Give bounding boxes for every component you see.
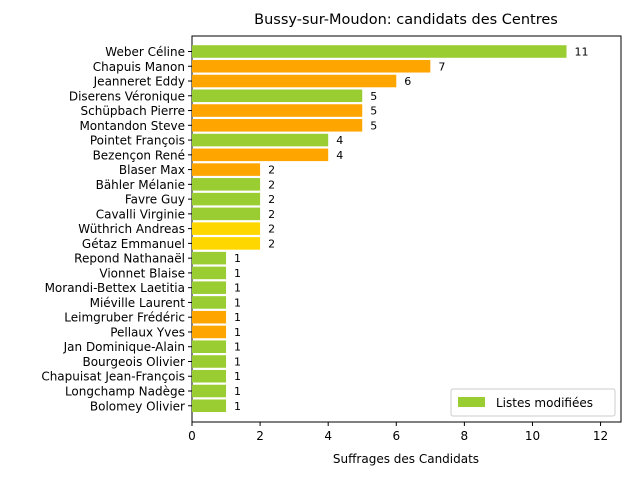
data-label: 2	[268, 208, 275, 221]
x-tick-label: 4	[324, 429, 332, 443]
data-label: 2	[268, 164, 275, 177]
data-label: 1	[234, 341, 241, 354]
data-label: 1	[234, 385, 241, 398]
bar	[192, 369, 227, 383]
y-tick-label: Morandi-Bettex Laetitia	[45, 281, 185, 295]
data-label: 1	[234, 355, 241, 368]
y-tick-label: Favre Guy	[125, 193, 185, 207]
bar	[192, 251, 227, 265]
data-label: 2	[268, 223, 275, 236]
bar	[192, 192, 261, 206]
bar	[192, 384, 227, 398]
bar	[192, 89, 363, 103]
y-tick-label: Jan Dominique-Alain	[63, 340, 185, 354]
y-tick-label: Longchamp Nadège	[65, 385, 185, 399]
data-label: 4	[336, 134, 343, 147]
chart-title: Bussy-sur-Moudon: candidats des Centres	[254, 12, 558, 28]
y-tick-label: Chapuis Manon	[93, 60, 185, 74]
legend: Listes modifiées	[450, 388, 616, 417]
y-tick-label: Schüpbach Pierre	[81, 104, 186, 118]
x-tick-label: 6	[392, 429, 400, 443]
x-tick-label: 10	[525, 429, 540, 443]
y-tick-label: Gétaz Emmanuel	[82, 237, 185, 251]
bar	[192, 340, 227, 353]
data-label: 4	[336, 149, 343, 162]
data-label: 7	[438, 60, 445, 73]
legend-label: Listes modifiées	[496, 396, 593, 410]
bar	[192, 310, 227, 324]
bar	[192, 325, 227, 339]
y-tick-label: Cavalli Virginie	[96, 207, 185, 221]
bar	[192, 207, 261, 221]
legend-box	[450, 388, 616, 417]
y-tick-label: Leimgruber Frédéric	[64, 311, 185, 325]
y-tick-label: Bolomey Olivier	[90, 399, 185, 413]
data-label: 11	[575, 45, 589, 58]
bar	[192, 163, 261, 176]
data-label: 2	[268, 193, 275, 206]
x-axis-label: Suffrages des Candidats	[333, 452, 479, 466]
bar	[192, 74, 397, 88]
y-tick-label: Montandon Steve	[79, 119, 185, 133]
data-label: 1	[234, 370, 241, 383]
y-tick-label: Pellaux Yves	[110, 325, 185, 339]
legend-swatch	[458, 397, 485, 407]
data-label: 1	[234, 282, 241, 295]
bar	[192, 266, 227, 280]
x-axis: 0 2 4 6 8 10 12	[188, 422, 608, 443]
x-tick-label: 12	[593, 429, 608, 443]
y-tick-label: Bähler Mélanie	[96, 178, 185, 192]
bar	[192, 178, 261, 191]
data-label: 5	[370, 105, 377, 118]
data-label: 2	[268, 237, 275, 250]
y-tick-label: Pointet François	[90, 134, 185, 148]
data-label: 1	[234, 400, 241, 413]
bar	[192, 59, 431, 73]
bar	[192, 45, 567, 58]
y-tick-label: Blaser Max	[119, 163, 185, 177]
x-tick-label: 2	[256, 429, 264, 443]
bar	[192, 133, 329, 147]
data-label: 1	[234, 296, 241, 309]
y-tick-label: Vionnet Blaise	[99, 266, 185, 280]
data-label: 5	[370, 119, 377, 132]
bars	[192, 45, 567, 413]
data-label: 1	[234, 267, 241, 280]
data-label: 1	[234, 311, 241, 324]
y-tick-label: Weber Céline	[105, 45, 185, 59]
y-tick-label: Bourgeois Olivier	[82, 355, 185, 369]
bar	[192, 119, 363, 132]
bar	[192, 148, 329, 162]
bar	[192, 222, 261, 235]
x-tick-label: 0	[188, 429, 196, 443]
data-label: 5	[370, 90, 377, 103]
data-label: 1	[234, 326, 241, 339]
y-tick-label: Bezençon René	[93, 148, 185, 162]
data-label: 2	[268, 178, 275, 191]
bar	[192, 104, 363, 117]
data-label: 6	[404, 75, 411, 88]
x-tick-label: 8	[461, 429, 469, 443]
y-tick-label: Wüthrich Andreas	[78, 222, 185, 236]
y-tick-label: Diserens Véronique	[69, 89, 185, 103]
y-tick-label: Repond Nathanaël	[74, 252, 185, 266]
bar	[192, 399, 227, 413]
bar	[192, 355, 227, 368]
bar	[192, 237, 261, 250]
y-tick-label: Chapuisat Jean-François	[41, 370, 185, 384]
bar	[192, 281, 227, 294]
y-tick-label: Miéville Laurent	[90, 296, 186, 310]
y-tick-label: Jeanneret Eddy	[93, 75, 185, 89]
data-label: 1	[234, 252, 241, 265]
bar	[192, 296, 227, 309]
